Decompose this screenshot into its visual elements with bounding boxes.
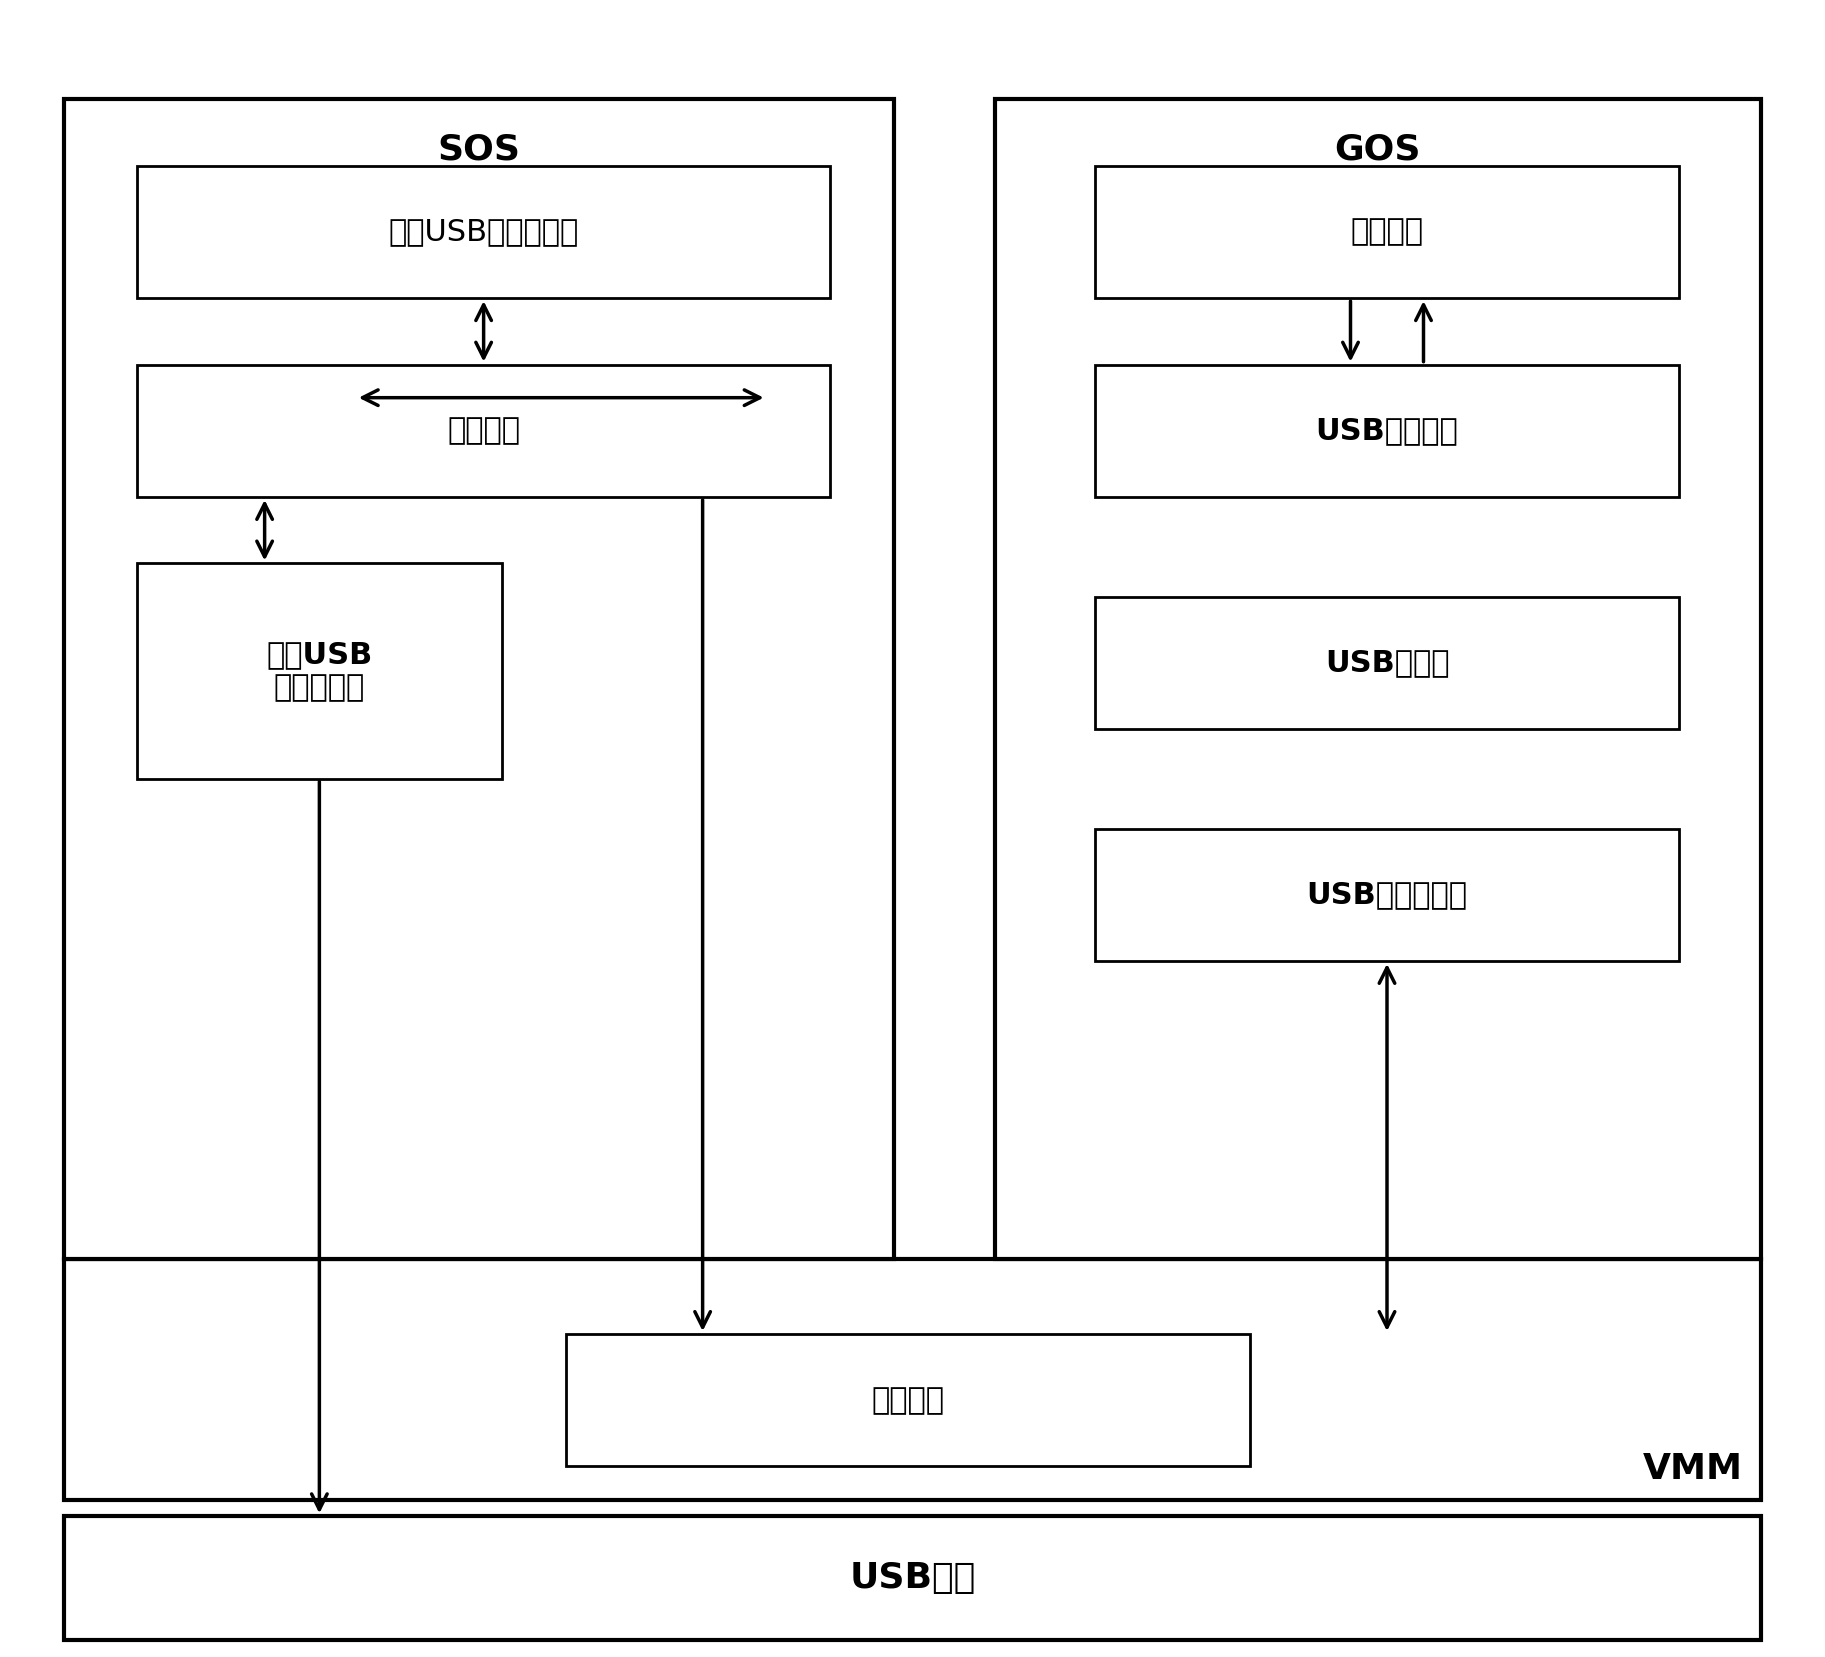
Text: USB设备驱动: USB设备驱动 (1316, 416, 1458, 446)
Bar (995, 99, 1761, 1259)
Text: SOS: SOS (438, 133, 520, 167)
Bar (64, 99, 894, 1259)
Text: 通信模块: 通信模块 (872, 1385, 945, 1415)
Bar (1095, 166, 1679, 298)
Bar (1095, 597, 1679, 729)
Bar (137, 166, 830, 298)
Text: USB主机控制器: USB主机控制器 (1307, 880, 1467, 910)
Bar (64, 1259, 1761, 1500)
Text: 真实USB
控制器驱动: 真实USB 控制器驱动 (266, 640, 372, 703)
Bar (64, 1516, 1761, 1640)
Bar (1095, 365, 1679, 497)
Text: VMM: VMM (1642, 1452, 1743, 1486)
Text: 接口模块: 接口模块 (447, 416, 520, 446)
Bar (1095, 828, 1679, 961)
Text: 模拟USB主机控制器: 模拟USB主机控制器 (389, 217, 579, 247)
Text: USB集线器: USB集线器 (1325, 648, 1449, 678)
Bar (566, 1334, 1250, 1466)
Text: 应用程序: 应用程序 (1350, 217, 1424, 247)
Text: GOS: GOS (1334, 133, 1422, 167)
Text: USB硬件: USB硬件 (849, 1561, 976, 1596)
Bar (137, 365, 830, 497)
Bar (137, 563, 502, 779)
